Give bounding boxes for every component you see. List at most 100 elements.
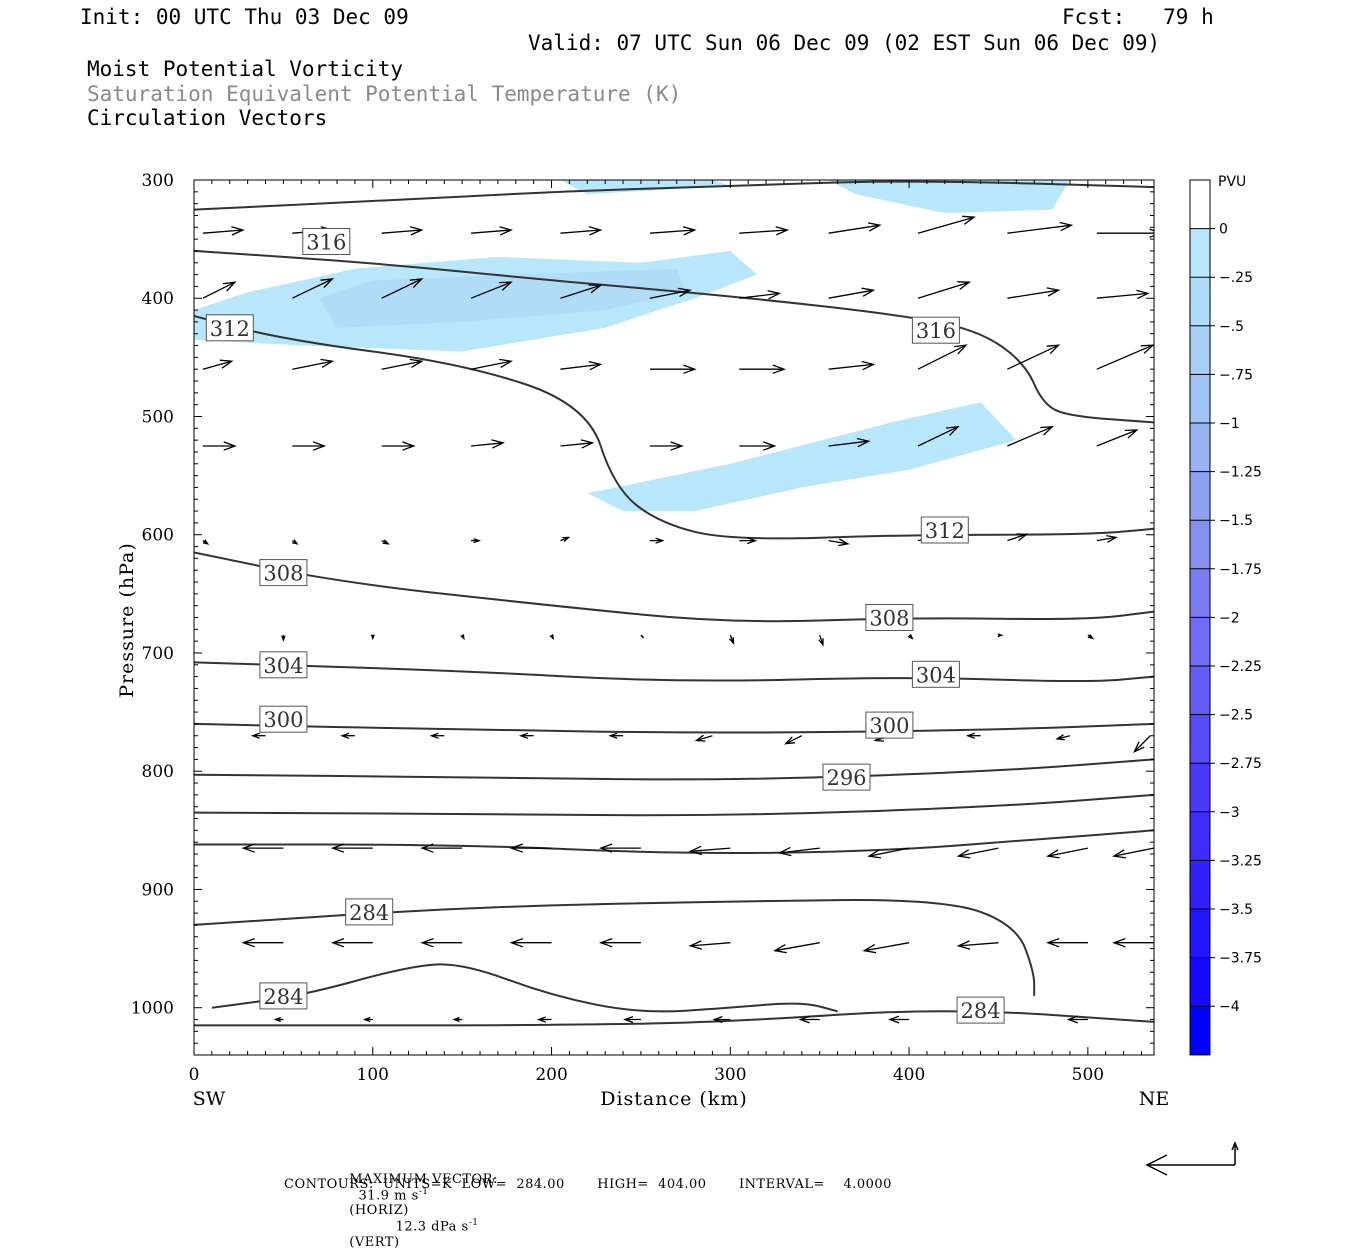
circulation-vector-80 xyxy=(598,843,641,853)
circulation-vector-92 xyxy=(688,940,731,950)
colorbar-swatch-4 xyxy=(1190,374,1210,424)
circulation-vector-3 xyxy=(471,226,513,236)
circulation-vector-85 xyxy=(1046,847,1089,859)
circulation-vector-13 xyxy=(381,278,424,299)
colorbar-swatch-9 xyxy=(1190,617,1210,667)
circulation-vector-59 xyxy=(640,634,645,639)
circulation-vector-65 xyxy=(250,732,266,739)
circulation-vector-48 xyxy=(560,536,571,542)
y-axis-label: Pressure (hPa) xyxy=(116,542,138,698)
circulation-vector-82 xyxy=(777,846,820,857)
circulation-vector-16 xyxy=(649,287,692,299)
circulation-vector-45 xyxy=(291,539,299,545)
circulation-vector-29 xyxy=(828,360,876,371)
circulation-vector-67 xyxy=(429,732,445,739)
contour-label-box-2 xyxy=(205,314,254,342)
y-tick-label-2: 500 xyxy=(142,407,174,427)
colorbar-swatch-11 xyxy=(1190,714,1210,764)
circulation-vector-42 xyxy=(1007,426,1054,447)
colorbar-swatch-15 xyxy=(1190,909,1210,959)
field-title-vectors: Circulation Vectors xyxy=(87,106,328,130)
contour-label-box-13 xyxy=(865,711,914,739)
circulation-vector-11 xyxy=(202,281,237,299)
circulation-vector-55 xyxy=(281,635,286,642)
colorbar-label-12: −3 xyxy=(1219,805,1240,821)
contour-label-box-6 xyxy=(822,763,871,791)
contour-line-4 xyxy=(194,661,1154,683)
colorbar-label-11: −2.75 xyxy=(1219,756,1262,772)
contour-label-11: 308 xyxy=(869,607,909,631)
contour-label-box-4 xyxy=(259,651,308,679)
circulation-vector-98 xyxy=(273,1016,284,1023)
colorbar-label-5: −1.25 xyxy=(1219,465,1262,481)
circulation-vector-44 xyxy=(202,539,210,545)
colorbar-label-1: −.25 xyxy=(1219,270,1253,286)
circulation-vector-53 xyxy=(1007,533,1029,542)
y-tick-label-7: 1000 xyxy=(131,999,174,1019)
circulation-vector-90 xyxy=(509,937,552,948)
circulation-vector-100 xyxy=(452,1016,463,1023)
contour-label-3: 308 xyxy=(263,562,303,586)
circulation-vector-22 xyxy=(202,359,234,370)
circulation-vector-71 xyxy=(784,735,803,745)
circulation-vector-6 xyxy=(739,226,790,236)
circulation-vector-31 xyxy=(1007,344,1061,370)
reference-vector-icon xyxy=(1145,1141,1239,1176)
contour-label-9: 284 xyxy=(961,999,1001,1023)
circulation-vector-51 xyxy=(828,538,850,547)
colorbar-label-16: −4 xyxy=(1219,999,1240,1015)
circulation-vector-2 xyxy=(381,226,424,236)
contours-info: CONTOURS: UNITS=K LOW= 284.00 HIGH= 404.… xyxy=(284,1177,892,1192)
circulation-vector-26 xyxy=(560,360,603,371)
circulation-vector-74 xyxy=(1055,734,1071,741)
circulation-vector-64 xyxy=(1087,634,1095,640)
circulation-vector-56 xyxy=(370,634,375,641)
circulation-vector-21 xyxy=(1096,289,1150,300)
colorbar-swatch-13 xyxy=(1190,811,1210,861)
colorbar-swatch-5 xyxy=(1190,423,1210,473)
circulation-vector-12 xyxy=(292,278,335,299)
circulation-vector-101 xyxy=(536,1016,552,1023)
circulation-vector-104 xyxy=(798,1015,820,1024)
circulation-vector-66 xyxy=(340,732,355,739)
circulation-vector-78 xyxy=(420,843,463,853)
x-tick-label-2: 200 xyxy=(535,1065,567,1085)
contour-label-6: 296 xyxy=(826,766,866,790)
circulation-vector-9 xyxy=(1007,221,1074,234)
circulation-vector-49 xyxy=(649,537,665,544)
circulation-vector-30 xyxy=(917,344,968,370)
circulation-vector-7 xyxy=(828,222,882,234)
axes: 300 400 500 600 700 800 900 1000 0 100 200 300 400 50… xyxy=(131,171,1154,1085)
contour-label-0: 316 xyxy=(306,231,346,255)
circulation-vector-37 xyxy=(560,439,595,449)
colorbar-label-4: −1 xyxy=(1219,416,1240,432)
circulation-vector-81 xyxy=(688,845,731,856)
circulation-vector-20 xyxy=(1007,287,1061,299)
max-vector-line: MAXIMUM VECTOR: 31.9 m s-1 (HORIZ) 12.3 … xyxy=(340,1157,498,1250)
valid-time: Valid: 07 UTC Sun 06 Dec 09 (02 EST Sun … xyxy=(528,31,1161,55)
contour-line-9 xyxy=(194,898,1036,996)
circulation-vector-105 xyxy=(888,1015,910,1024)
colorbar-swatch-3 xyxy=(1190,325,1210,375)
contour-label-2: 312 xyxy=(210,317,250,341)
y-tick-label-0: 300 xyxy=(142,171,174,191)
x-tick-label-0: 0 xyxy=(189,1065,200,1085)
colorbar-label-9: −2.25 xyxy=(1219,659,1262,675)
circulation-vector-96 xyxy=(1046,937,1088,948)
colorbar-label-15: −3.75 xyxy=(1219,951,1262,967)
colorbar-label-3: −.75 xyxy=(1219,367,1253,383)
colorbar-label-8: −2 xyxy=(1219,610,1240,626)
circulation-vector-97 xyxy=(1112,937,1154,948)
y-tick-label-5: 800 xyxy=(142,762,174,782)
circulation-vector-84 xyxy=(956,847,999,859)
x-tick-label-4: 400 xyxy=(893,1065,925,1085)
cross-section-chart: 3163163123083043002962842842843123083043… xyxy=(116,171,1262,1176)
x-right-end-label: NE xyxy=(1139,1088,1170,1110)
circulation-vector-46 xyxy=(381,539,390,545)
contour-label-12: 304 xyxy=(916,663,956,687)
circulation-vector-73 xyxy=(965,732,981,739)
y-tick-label-4: 700 xyxy=(142,644,174,664)
circulation-vector-77 xyxy=(330,843,373,853)
contour-label-10: 312 xyxy=(925,519,965,543)
colorbar-swatch-1 xyxy=(1190,228,1210,278)
